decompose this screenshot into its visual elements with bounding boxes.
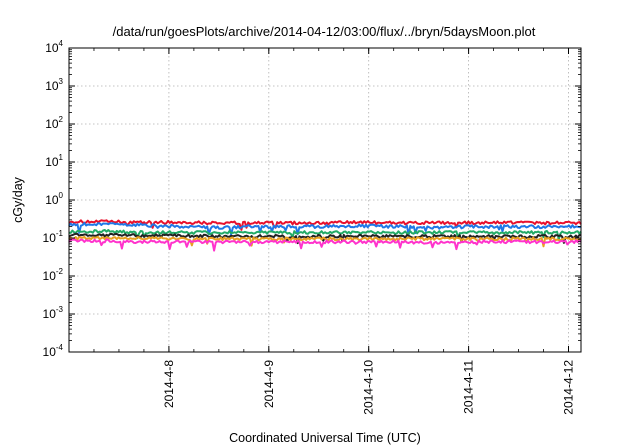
y-tick-base: 10 bbox=[43, 307, 57, 321]
x-tick-label: 2014-4-11 bbox=[462, 360, 476, 414]
y-tick-exponent: -2 bbox=[56, 267, 64, 276]
y-tick-base: 10 bbox=[45, 117, 59, 131]
x-axis-ticks: 2014-4-8 2014-4-9 2014-4-10 2014-4-11 2014-4… bbox=[68, 48, 576, 415]
x-tick-label: 2014-4-10 bbox=[362, 360, 376, 415]
y-tick-label: 102 bbox=[45, 115, 63, 131]
y-tick-label: 10-2 bbox=[43, 267, 64, 283]
y-tick-base: 10 bbox=[45, 193, 59, 207]
y-tick-label: 100 bbox=[45, 191, 63, 207]
y-axis-label: cGy/day bbox=[11, 176, 25, 223]
series-group bbox=[68, 219, 582, 252]
series-line bbox=[68, 221, 582, 237]
y-tick-exponent: -3 bbox=[56, 305, 64, 314]
x-tick-label: 2014-4-8 bbox=[162, 360, 176, 408]
y-tick-base: 10 bbox=[45, 155, 59, 169]
y-tick-exponent: 4 bbox=[59, 39, 64, 48]
y-tick-label: 103 bbox=[45, 77, 63, 93]
y-tick-exponent: 2 bbox=[59, 115, 64, 124]
y-tick-exponent: 3 bbox=[59, 77, 64, 86]
y-tick-exponent: 1 bbox=[59, 153, 64, 162]
series-line bbox=[68, 219, 582, 231]
x-tick-label: 2014-4-12 bbox=[562, 360, 576, 415]
y-tick-base: 10 bbox=[43, 231, 57, 245]
y-tick-label: 101 bbox=[45, 153, 63, 169]
y-tick-base: 10 bbox=[45, 79, 59, 93]
y-tick-exponent: 0 bbox=[59, 191, 64, 200]
chart-title: /data/run/goesPlots/archive/2014-04-12/0… bbox=[113, 24, 536, 39]
y-tick-base: 10 bbox=[43, 269, 57, 283]
y-tick-label: 10-1 bbox=[43, 229, 64, 245]
series-line bbox=[68, 235, 582, 248]
y-tick-base: 10 bbox=[45, 41, 59, 55]
y-tick-label: 10-3 bbox=[43, 305, 64, 321]
series-line bbox=[68, 238, 582, 252]
y-tick-exponent: -1 bbox=[56, 229, 64, 238]
x-axis-label: Coordinated Universal Time (UTC) bbox=[229, 431, 421, 445]
x-tick-label: 2014-4-9 bbox=[262, 360, 276, 408]
y-tick-label: 10-4 bbox=[43, 343, 64, 359]
grid bbox=[69, 48, 581, 352]
series-line bbox=[68, 229, 582, 241]
y-tick-base: 10 bbox=[43, 345, 57, 359]
y-tick-exponent: -4 bbox=[56, 343, 64, 352]
y-tick-label: 104 bbox=[45, 39, 63, 55]
